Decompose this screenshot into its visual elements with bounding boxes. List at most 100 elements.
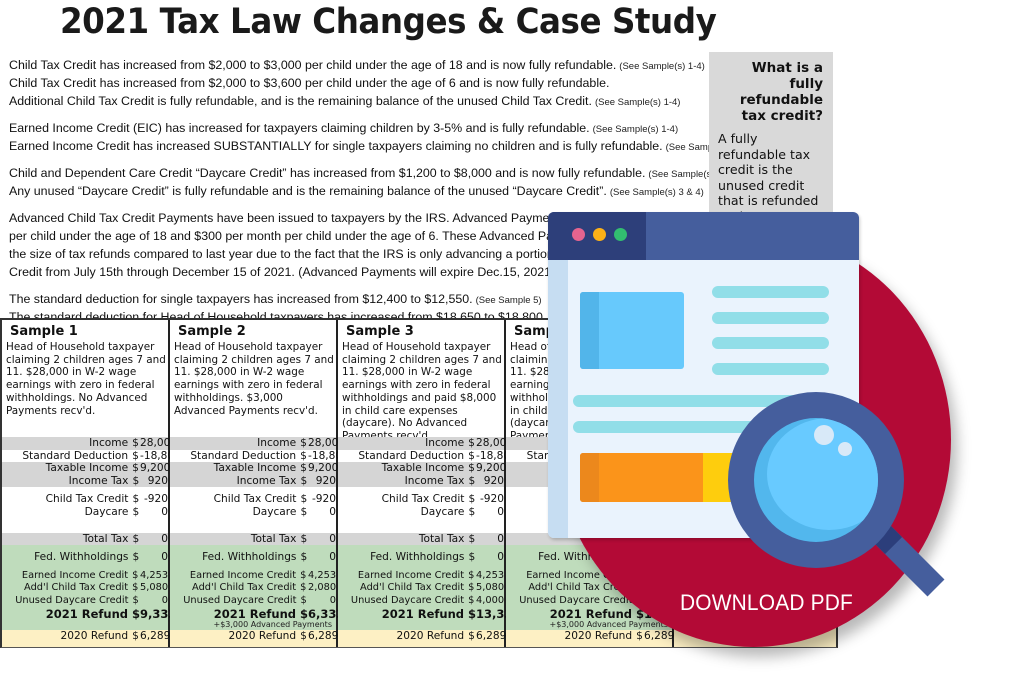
row-value: 0 [161, 505, 168, 518]
sample-column-1: Sample 1 Head of Household taxpayer clai… [2, 320, 181, 647]
note-line: Additional Child Tax Credit is fully ref… [9, 93, 709, 111]
row-taxable-income: Taxable Income $9,200 [2, 462, 171, 475]
row-total-tax: Total Tax $0 [338, 533, 504, 546]
note-line: Earned Income Credit has increased SUBST… [9, 138, 732, 156]
currency-symbol: $ [300, 474, 308, 487]
refundable-credit-info-box: What is a fully refundable tax credit? A… [709, 52, 833, 222]
note-text: Advanced Child Tax Credit Payments have … [9, 211, 699, 225]
row-value: 28,000 [476, 437, 514, 449]
row-eic: Earned Income Credit $4,253 [170, 570, 336, 583]
row-refund-2020: 2020 Refund $6,289 [506, 630, 675, 643]
row-label: 2021 Refund [45, 606, 128, 621]
row-value: 4,000 [476, 594, 505, 606]
row-label: Income Tax [236, 474, 297, 487]
currency-symbol: $ [468, 505, 476, 518]
note-ref: (See Sample(s) 1-4) [619, 61, 705, 72]
row-refund-2020: 2020 Refund $6,289 [338, 630, 507, 643]
note-line: Child Tax Credit has increased from $2,0… [9, 75, 709, 93]
note-ref: (See Sample 5) [475, 295, 542, 306]
currency-symbol: $ [300, 630, 307, 643]
tax-law-notes: Child Tax Credit has increased from $2,0… [9, 57, 742, 354]
note-line: the size of tax refunds compared to last… [9, 246, 709, 264]
currency-symbol: $ [300, 437, 307, 449]
currency-symbol: $ [468, 462, 475, 475]
note-text: Earned Income Credit has increased SUBST… [9, 139, 663, 153]
row-label: Add'l Child Tax Credit [24, 582, 129, 594]
row-fed-withholdings: Fed. Withholdings $0 [2, 551, 168, 564]
currency-symbol: $ [468, 532, 476, 545]
note-ref: (See Sample(s) 3 & 4) [609, 187, 704, 198]
row-value: 6,289 [140, 630, 171, 643]
row-refund-2020: 2020 Refund $6,289 [2, 630, 171, 643]
currency-symbol: $ [300, 493, 308, 506]
note-text: the size of tax refunds compared to last… [9, 247, 589, 261]
notes-group-eic: Earned Income Credit (EIC) has increased… [9, 120, 732, 156]
note-ref: (See Sample 5) [665, 142, 732, 153]
sample-title: Sample 2 [178, 324, 246, 339]
row-label: Daycare [420, 505, 465, 518]
currency-symbol: $ [132, 569, 139, 581]
row-label: Add'l Child Tax Credit [192, 582, 297, 594]
advanced-payments-note [338, 620, 504, 631]
spacer [338, 518, 504, 533]
note-line: The standard deduction for single taxpay… [9, 291, 709, 309]
note-line: per child under the age of 18 and $300 p… [9, 228, 709, 246]
row-label: 2020 Refund [60, 630, 129, 643]
row-label: Income Tax [68, 474, 129, 487]
row-label: Income Tax [404, 474, 465, 487]
note-text: Any unused “Daycare Credit” is fully ref… [9, 184, 607, 198]
row-label: Earned Income Credit [21, 569, 129, 581]
row-value: 0 [161, 551, 168, 564]
row-label: Income [89, 437, 129, 449]
row-value: 0 [497, 551, 504, 564]
window-dot-maximize-icon [614, 228, 627, 241]
currency-symbol: $ [468, 630, 475, 643]
row-label: Unused Daycare Credit [350, 594, 465, 606]
notes-group-child-tax-credit: Child Tax Credit has increased from $2,0… [9, 57, 709, 111]
sample-column-3: Sample 3 Head of Household taxpayer clai… [338, 320, 521, 647]
row-label: Standard Deduction [358, 449, 465, 462]
row-refund-2021: 2021 Refund $13,333 [338, 607, 521, 621]
sample-title: Sample 3 [346, 324, 414, 339]
row-income-tax: Income Tax $920 [170, 475, 336, 488]
row-value: 0 [161, 532, 168, 545]
spacer [170, 487, 336, 494]
row-value: -920 [311, 493, 336, 506]
row-label: Child Tax Credit [381, 493, 465, 506]
spacer [170, 545, 336, 552]
row-daycare: Daycare $0 [2, 506, 168, 519]
currency-symbol: $ [300, 594, 307, 606]
currency-symbol: $ [468, 493, 476, 506]
row-value: -920 [143, 493, 168, 506]
row-value: 9,200 [476, 462, 507, 475]
row-income: Income $28,000 [2, 437, 177, 450]
row-taxable-income: Taxable Income $9,200 [338, 462, 507, 475]
currency-symbol: $ [132, 462, 139, 475]
row-income: Income $28,000 [170, 437, 346, 450]
row-label: Income [425, 437, 465, 449]
info-question: What is a fully refundable tax credit? [739, 60, 823, 124]
row-label: Earned Income Credit [189, 569, 297, 581]
download-pdf-label[interactable]: DOWNLOAD PDF [680, 590, 853, 615]
note-text: Credit from July 15th through December 1… [9, 265, 556, 279]
sample-title: Sample 1 [10, 324, 78, 339]
row-value: 9,200 [140, 462, 171, 475]
info-answer: A fully refundable tax credit is the unu… [718, 131, 819, 222]
row-taxable-income: Taxable Income $9,200 [170, 462, 339, 475]
currency-symbol: $ [468, 551, 476, 564]
row-label: 2020 Refund [228, 630, 297, 643]
row-value: 28,000 [308, 437, 346, 449]
currency-symbol: $ [300, 532, 308, 545]
spacer [338, 487, 504, 494]
row-value: 9,333 [140, 606, 177, 621]
sample-description: Head of Household taxpayer claiming 2 ch… [6, 341, 166, 417]
row-eic: Earned Income Credit $4,253 [338, 570, 504, 583]
currency-symbol: $ [300, 569, 307, 581]
row-value: 6,289 [308, 630, 339, 643]
row-label: Fed. Withholdings [202, 551, 297, 564]
row-refund-2020: 2020 Refund $6,289 [170, 630, 339, 643]
spacer [2, 487, 168, 494]
note-line: Advanced Child Tax Credit Payments have … [9, 210, 709, 228]
currency-symbol: $ [132, 505, 140, 518]
note-text: Additional Child Tax Credit is fully ref… [9, 94, 592, 108]
